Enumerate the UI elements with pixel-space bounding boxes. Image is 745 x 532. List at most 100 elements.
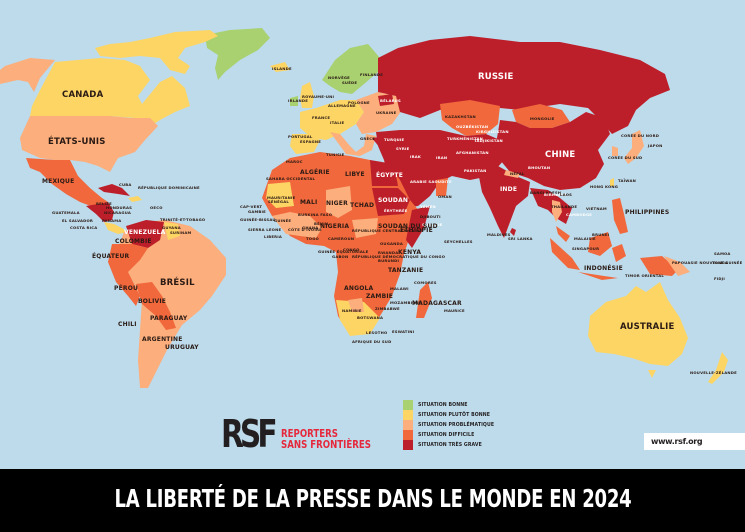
label-senegal: SÉNÉGAL [268, 199, 289, 204]
label-islande: ISLANDE [272, 66, 292, 71]
legend-swatch [403, 410, 413, 420]
region-australia [588, 282, 688, 366]
website-url: www.rsf.org [651, 437, 703, 446]
region-sri-lanka [510, 228, 516, 236]
label-uruguay: URUGUAY [165, 344, 199, 351]
label-grece: GRÈCE [360, 136, 375, 141]
label-pakistan: PAKISTAN [464, 168, 486, 173]
label-finlande: FINLANDE [360, 72, 383, 77]
label-allemagne: ALLEMAGNE [328, 103, 356, 108]
label-egypte: ÉGYPTE [376, 171, 403, 179]
region-italy-balkans [330, 132, 376, 156]
region-iceland [270, 62, 290, 72]
label-guatemala: GUATEMALA [52, 210, 80, 215]
label-nigeria: NIGERIA [320, 223, 349, 230]
label-tonga: TONGA [712, 260, 728, 265]
label-philippines: PHILIPPINES [625, 209, 669, 216]
region-canada [30, 58, 190, 128]
legend-item-bonne: SITUATION BONNE [403, 400, 508, 410]
legend-label: SITUATION TRÈS GRAVE [418, 442, 482, 448]
label-cap-vert: CAP-VERT [240, 204, 262, 209]
label-guinee: GUINÉE [274, 218, 291, 223]
website-badge: www.rsf.org [644, 433, 745, 450]
region-west-europe [300, 100, 364, 140]
page-title: LA LIBERTÉ DE LA PRESSE DANS LE MONDE EN… [114, 484, 631, 513]
label-maurice: MAURICE [444, 308, 465, 313]
label-costa-rica: COSTA RICA [70, 225, 97, 230]
label-suede: SUÈDE [342, 80, 357, 85]
label-ethiopie: ÉTHIOPIE [400, 226, 433, 234]
region-mexico [26, 158, 108, 208]
label-cuba: CUBA [119, 182, 132, 187]
region-mongolia [512, 104, 570, 128]
label-kenya: KENYA [398, 249, 421, 256]
label-erythree: ÉRYTHRÉE [384, 208, 408, 213]
region-andes [108, 244, 148, 306]
rsf-logo-mark: RSF [221, 412, 278, 456]
region-tasmania [648, 370, 656, 378]
label-nz: NOUVELLE-ZÉLANDE [690, 370, 737, 375]
label-taiwan: TAÏWAN [618, 178, 636, 183]
region-china [496, 112, 610, 190]
label-canada: CANADA [62, 90, 104, 100]
region-greenland [205, 28, 270, 80]
title-banner: LA LIBERTÉ DE LA PRESSE DANS LE MONDE EN… [0, 469, 745, 532]
label-gambie: GAMBIE [248, 209, 266, 214]
label-turquie: TURQUIE [384, 137, 405, 142]
label-libye: LIBYE [345, 171, 365, 178]
region-taiwan [610, 178, 614, 186]
region-south-korea [612, 146, 618, 156]
label-burkina: BURKINA FASO [298, 212, 333, 217]
label-afghanistan: AFGHANISTAN [456, 150, 489, 155]
region-malaysia [556, 226, 570, 242]
label-irlande: IRLANDE [288, 98, 308, 103]
region-south-america [116, 220, 226, 388]
region-belarus [378, 94, 394, 106]
label-sierra-leone: SIERRA LEONE [248, 227, 281, 232]
legend-item-difficile: SITUATION DIFFICILE [403, 430, 508, 440]
region-png-east [664, 256, 690, 276]
label-djibouti: DJIBOUTI [420, 214, 441, 219]
label-cambodge: CAMBODGE [566, 212, 592, 217]
label-malawi: MALAWI [390, 286, 409, 291]
region-mauritania [266, 182, 294, 208]
label-mexique: MEXIQUE [42, 178, 74, 185]
label-cote-ivoire: CÔTE D'IVOIRE [288, 227, 322, 232]
label-belize: BELIZE [96, 201, 112, 206]
label-chili: CHILI [118, 321, 137, 328]
region-egypt [370, 160, 398, 186]
label-bresil: BRÉSIL [160, 276, 195, 288]
rsf-logo-line1: REPORTERS [281, 428, 338, 440]
region-thailand [552, 200, 562, 222]
label-perou: PÉROU [114, 284, 138, 292]
label-inde: INDE [500, 186, 517, 193]
label-honduras: HONDURAS [106, 205, 132, 210]
label-bhoutan: BHOUTAN [528, 165, 550, 170]
region-central-america [86, 202, 114, 222]
region-middle-east [376, 130, 504, 208]
label-ouzbekistan: OUZBÉKISTAN [456, 124, 488, 129]
legend-label: SITUATION PROBLÉMATIQUE [418, 422, 495, 428]
label-nicaragua: NICARAGUA [104, 210, 131, 215]
label-mali: MALI [300, 199, 317, 206]
label-tunisie: TUNISIE [326, 152, 345, 157]
label-thailande: THAÏLANDE [551, 204, 577, 209]
label-rwanda: RWANDA [378, 250, 398, 255]
label-kazakhstan: KAZAKHSTAN [445, 114, 476, 119]
region-niger-area [326, 186, 352, 218]
region-papua [640, 256, 678, 276]
label-oman: OMAN [438, 194, 452, 199]
label-coree-sud: CORÉE DU SUD [608, 155, 642, 160]
region-horn [406, 206, 430, 248]
label-turkmenistan: TURKMÉNISTAN [447, 136, 483, 141]
label-sri-lanka: SRI LANKA [508, 236, 533, 241]
region-oman [436, 178, 448, 196]
region-sumatra [550, 238, 580, 270]
label-paraguay: PARAGUAY [150, 315, 188, 322]
label-indonesie: INDONÉSIE [584, 264, 623, 272]
label-ukraine: UKRAINE [376, 110, 397, 115]
legend-label: SITUATION DIFFICILE [418, 432, 475, 438]
legend-item-tres-grave: SITUATION TRÈS GRAVE [403, 440, 508, 450]
region-philippines [612, 198, 628, 234]
region-iberia [290, 134, 320, 154]
